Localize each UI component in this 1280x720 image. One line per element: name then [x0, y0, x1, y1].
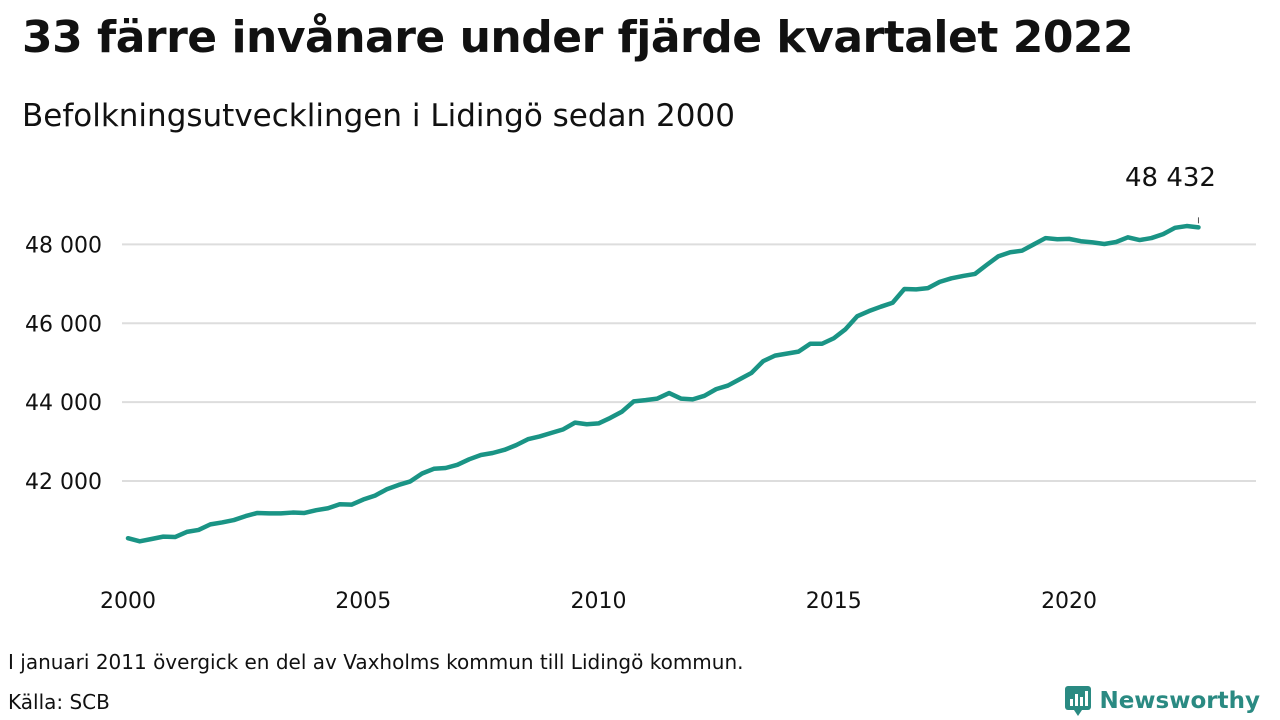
x-tick-label-4: 2020: [1041, 589, 1097, 614]
brand-logo: Newsworthy: [1065, 686, 1260, 716]
y-tick-label-1: 44 000: [25, 391, 102, 416]
y-tick-label-2: 46 000: [25, 312, 102, 337]
chart-subtitle: Befolkningsutvecklingen i Lidingö sedan …: [22, 98, 735, 134]
series-line-0: [125, 223, 1201, 544]
y-tick-label-0: 42 000: [25, 470, 102, 495]
newsworthy-logo-icon: [1065, 686, 1092, 716]
x-tick-label-0: 2000: [100, 589, 156, 614]
x-tick-label-3: 2015: [806, 589, 862, 614]
annotation-label: 48 432: [1125, 163, 1216, 193]
footnote: I januari 2011 övergick en del av Vaxhol…: [8, 650, 744, 674]
y-tick-label-3: 48 000: [25, 233, 102, 258]
brand-name: Newsworthy: [1099, 688, 1260, 714]
x-tick-label-1: 2005: [335, 589, 391, 614]
x-tick-label-2: 2010: [571, 589, 627, 614]
chart-title: 33 färre invånare under fjärde kvartalet…: [22, 12, 1134, 63]
source-label: Källa: SCB: [8, 690, 110, 714]
